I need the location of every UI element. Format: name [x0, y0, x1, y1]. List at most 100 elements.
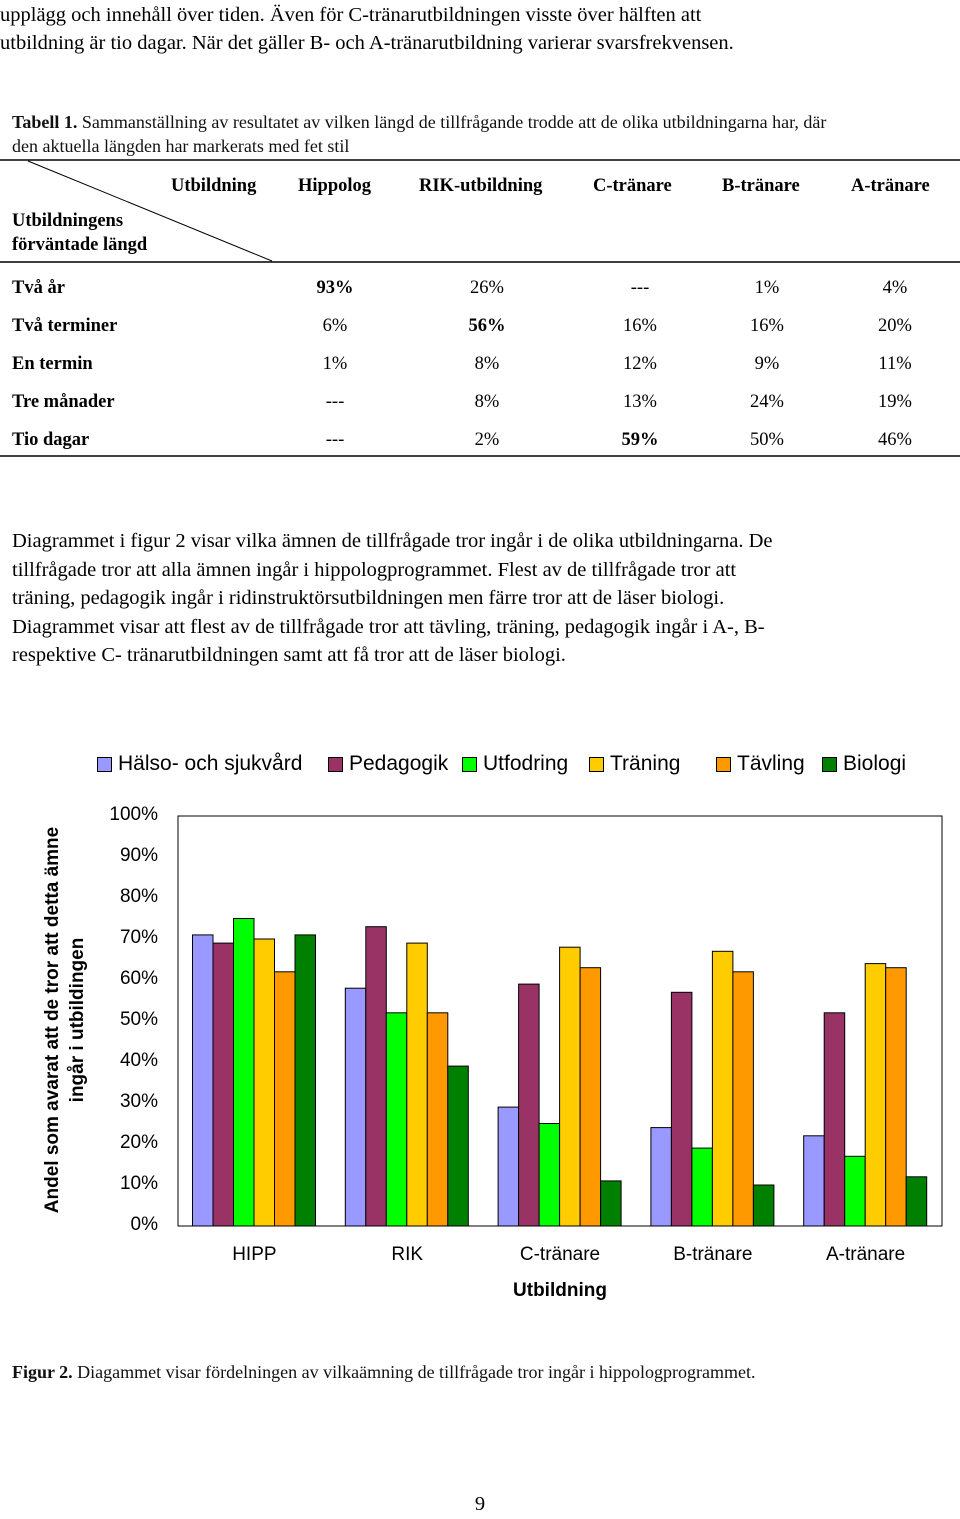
- legend-item: Pedagogik: [328, 752, 448, 776]
- plot-area: [177, 815, 943, 1227]
- bar: [670, 991, 693, 1227]
- table-cell: 24%: [750, 392, 784, 412]
- y-tick-label: 30%: [119, 1091, 158, 1112]
- legend-swatch: [328, 756, 343, 772]
- table-corner-col-header: Utbildning: [171, 176, 257, 196]
- bar: [844, 1155, 866, 1227]
- intro-line-1: upplägg och innehåll över tiden. Även fö…: [0, 4, 702, 26]
- legend-swatch: [822, 756, 837, 772]
- table-cell: 19%: [878, 392, 912, 412]
- bar: [803, 1135, 825, 1227]
- bar: [823, 1012, 846, 1227]
- legend-label: Pedagogik: [349, 752, 449, 775]
- bar: [711, 950, 734, 1227]
- table-cell: 11%: [878, 354, 912, 374]
- x-tick-label: RIK: [391, 1244, 424, 1265]
- figure-caption-label: Figur 2.: [12, 1362, 73, 1382]
- table-cell: ---: [630, 278, 650, 298]
- table-cell: 12%: [623, 354, 657, 374]
- table-cell: ---: [325, 392, 345, 412]
- table-cell: 1%: [322, 354, 348, 374]
- table-cell: 8%: [474, 354, 500, 374]
- legend-label: Träning: [610, 752, 681, 775]
- table-caption-text-2: den aktuella längden har markerats med f…: [12, 136, 350, 156]
- table-row-label: Tio dagar: [12, 430, 90, 450]
- table-cell: 20%: [878, 316, 912, 336]
- bar: [497, 1106, 520, 1227]
- bar: [192, 934, 214, 1227]
- legend-swatch: [462, 756, 477, 772]
- y-tick-label: 50%: [119, 1009, 158, 1030]
- table-cell: 9%: [754, 354, 780, 374]
- legend-swatch: [716, 756, 731, 772]
- legend-label: Biologi: [843, 752, 907, 775]
- x-tick-label: HIPP: [232, 1244, 277, 1265]
- body-line: respektive C- tränarutbildningen samt at…: [12, 644, 566, 667]
- bar: [600, 1180, 622, 1227]
- table-col-header: B-tränare: [722, 176, 800, 196]
- table-caption-text-1: Sammanställning av resultatet av vilken …: [77, 112, 827, 132]
- table-caption: Tabell 1. Sammanställning av resultatet …: [12, 110, 960, 158]
- y-axis-ticks: 0% 10% 20% 30% 40% 50% 60% 70% 80% 90% 100%: [0, 740, 160, 1260]
- table-col-header: A-tränare: [851, 176, 930, 196]
- bar: [294, 934, 316, 1227]
- table-cell: 2%: [474, 430, 500, 450]
- y-tick-label: 20%: [119, 1132, 158, 1153]
- legend-item: Utfodring: [462, 752, 568, 776]
- x-axis-ticks: HIPP RIK C-tränare B-tränare A-tränare: [0, 1244, 960, 1274]
- bar: [365, 926, 387, 1227]
- intro-line-2: utbildning är tio dagar. När det gäller …: [0, 32, 734, 54]
- legend-swatch: [589, 756, 604, 772]
- table-cell: ---: [325, 430, 345, 450]
- bar: [650, 1127, 672, 1227]
- table-cell: 46%: [878, 430, 912, 450]
- table-row-label: En termin: [12, 354, 93, 374]
- table-corner-row-header-2: förväntade längd: [12, 235, 148, 255]
- y-tick-label: 80%: [119, 886, 158, 907]
- y-tick-label: 0%: [130, 1214, 158, 1235]
- table-cell: 26%: [470, 278, 504, 298]
- bar: [538, 1123, 561, 1227]
- table-corner-row-header-1: Utbildningens: [12, 211, 124, 231]
- table-row-label: Två år: [12, 278, 65, 298]
- bar: [579, 967, 602, 1227]
- x-tick-label: C-tränare: [519, 1244, 601, 1265]
- y-tick-label: 100%: [109, 804, 158, 825]
- y-tick-label: 40%: [119, 1050, 158, 1071]
- table-cell: 16%: [750, 316, 784, 336]
- table-cell: 4%: [882, 278, 908, 298]
- bar: [385, 1012, 408, 1227]
- legend-label: Tävling: [737, 752, 805, 775]
- bar: [426, 1012, 449, 1227]
- body-line: Diagrammet i figur 2 visar vilka ämnen d…: [12, 530, 773, 552]
- chart: Hälso- och sjukvård Pedagogik Utfodring Trä…: [0, 740, 960, 1320]
- bar: [752, 1184, 775, 1227]
- table-cell: 50%: [750, 430, 784, 450]
- table-cell: 56%: [468, 316, 506, 336]
- table-col-header: C-tränare: [593, 176, 672, 196]
- table-caption-label: Tabell 1.: [12, 112, 78, 132]
- table-cell: 6%: [322, 316, 348, 336]
- bar: [253, 938, 275, 1227]
- legend-label: Utfodring: [483, 752, 569, 775]
- y-tick-label: 70%: [119, 927, 158, 948]
- bar: [233, 918, 255, 1227]
- bar: [447, 1065, 469, 1227]
- chart-legend: Hälso- och sjukvård Pedagogik Utfodring Trä…: [0, 752, 960, 780]
- table-cell: 13%: [623, 392, 657, 412]
- table-cell: 93%: [316, 278, 354, 298]
- y-tick-label: 60%: [119, 968, 158, 989]
- bar: [732, 971, 754, 1227]
- bar: [559, 946, 581, 1227]
- bar: [274, 971, 296, 1227]
- body-line: träning, pedagogik ingår i ridinstruktör…: [12, 587, 725, 610]
- y-tick-label: 10%: [119, 1173, 158, 1194]
- figure-caption: Figur 2. Diagammet visar fördelningen av…: [12, 1360, 755, 1384]
- bar: [212, 942, 234, 1227]
- page-number: 9: [474, 1493, 486, 1515]
- table-rules: [0, 159, 960, 457]
- legend-item: Träning: [589, 752, 680, 776]
- legend-label: Hälso- och sjukvård: [118, 752, 303, 775]
- bar: [905, 1176, 928, 1227]
- body-line: tillfrågade tror att alla ämnen ingår i …: [12, 558, 737, 581]
